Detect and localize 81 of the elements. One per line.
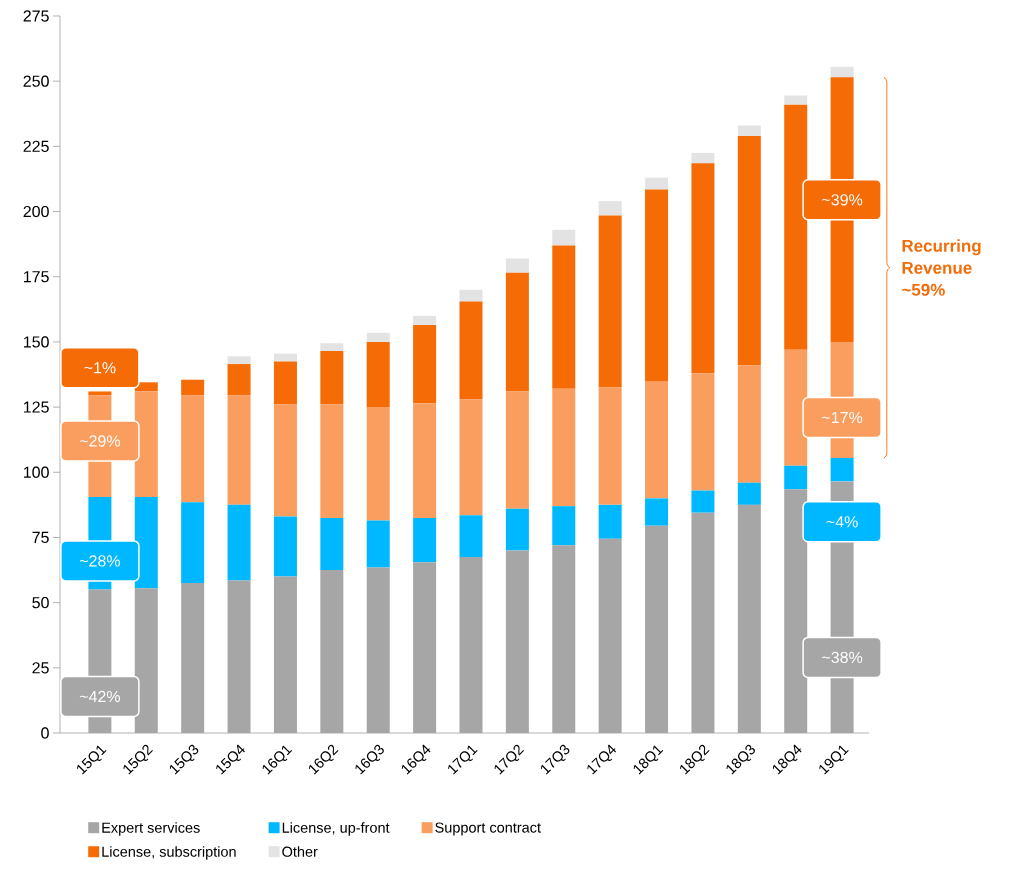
annotation: ~28%	[79, 555, 121, 567]
bar	[691, 490, 715, 513]
bar	[598, 201, 622, 216]
bar	[459, 399, 483, 516]
legend-label: Expert services	[102, 822, 200, 836]
bar	[273, 516, 297, 577]
y-tick-label: 100	[24, 466, 49, 478]
bar	[227, 356, 251, 365]
y-tick-label: 0	[41, 727, 49, 739]
bar	[784, 95, 808, 105]
bar	[320, 517, 344, 571]
bar	[552, 245, 576, 389]
annotation: ~1%	[84, 362, 116, 374]
y-tick-label: 275	[23, 10, 49, 22]
bar	[691, 373, 715, 491]
bar	[320, 404, 344, 518]
y-tick-label: 200	[23, 205, 49, 218]
bar	[552, 388, 576, 507]
bar	[691, 152, 715, 164]
bar	[598, 504, 622, 539]
bar	[413, 315, 437, 325]
bar	[645, 189, 669, 382]
bar	[552, 229, 576, 246]
y-tick-label: 150	[24, 336, 49, 348]
y-tick-label: 125	[24, 401, 49, 413]
bar	[552, 506, 576, 546]
bar	[598, 387, 622, 505]
y-tick-label: 50	[32, 596, 49, 609]
bar	[413, 324, 437, 404]
bar	[273, 361, 297, 405]
bar	[737, 135, 761, 366]
bar	[227, 395, 251, 505]
bar	[413, 403, 437, 518]
bar	[88, 391, 112, 396]
bar	[645, 498, 669, 526]
bar	[459, 515, 483, 558]
annotation: ~42%	[79, 690, 121, 703]
annotation: ~39%	[822, 194, 863, 206]
bar	[645, 381, 669, 499]
annotation: ~38%	[822, 651, 863, 664]
bar	[366, 341, 390, 408]
y-tick-label: 75	[32, 531, 49, 544]
bar	[737, 365, 761, 483]
bar	[830, 457, 854, 482]
bar	[645, 177, 669, 190]
legend-label: Support contract	[435, 822, 541, 836]
y-tick-label: 25	[32, 662, 49, 674]
bar	[366, 332, 390, 342]
bar	[505, 258, 529, 273]
y-tick-label: 225	[23, 140, 49, 153]
annotation: ~29%	[79, 435, 121, 447]
bar	[320, 343, 344, 352]
bar	[181, 395, 205, 503]
bar	[691, 163, 715, 374]
bar	[320, 351, 344, 405]
y-tick-label: 175	[24, 271, 49, 283]
bar	[366, 407, 390, 521]
bar	[737, 125, 761, 136]
bar	[273, 404, 297, 517]
bar	[181, 502, 205, 584]
bar	[784, 465, 808, 490]
bar	[505, 272, 529, 392]
bar	[598, 215, 622, 388]
legend-label: License, up-front	[282, 822, 390, 836]
bar	[505, 508, 529, 551]
bar	[366, 520, 390, 568]
bar	[227, 364, 251, 396]
bar	[737, 482, 761, 505]
y-tick-label: 250	[23, 75, 49, 87]
bar	[413, 517, 437, 563]
bar	[459, 301, 483, 400]
bar	[227, 504, 251, 581]
bar	[459, 289, 483, 302]
bar	[830, 66, 854, 78]
bar	[181, 379, 205, 396]
legend-label: License, subscription	[102, 846, 236, 860]
annotation: ~4%	[826, 516, 858, 528]
text: Recurring Revenue ~59%	[902, 239, 981, 296]
annotation: ~17%	[822, 411, 863, 424]
legend-label: Other	[282, 846, 318, 857]
bar	[505, 391, 529, 509]
